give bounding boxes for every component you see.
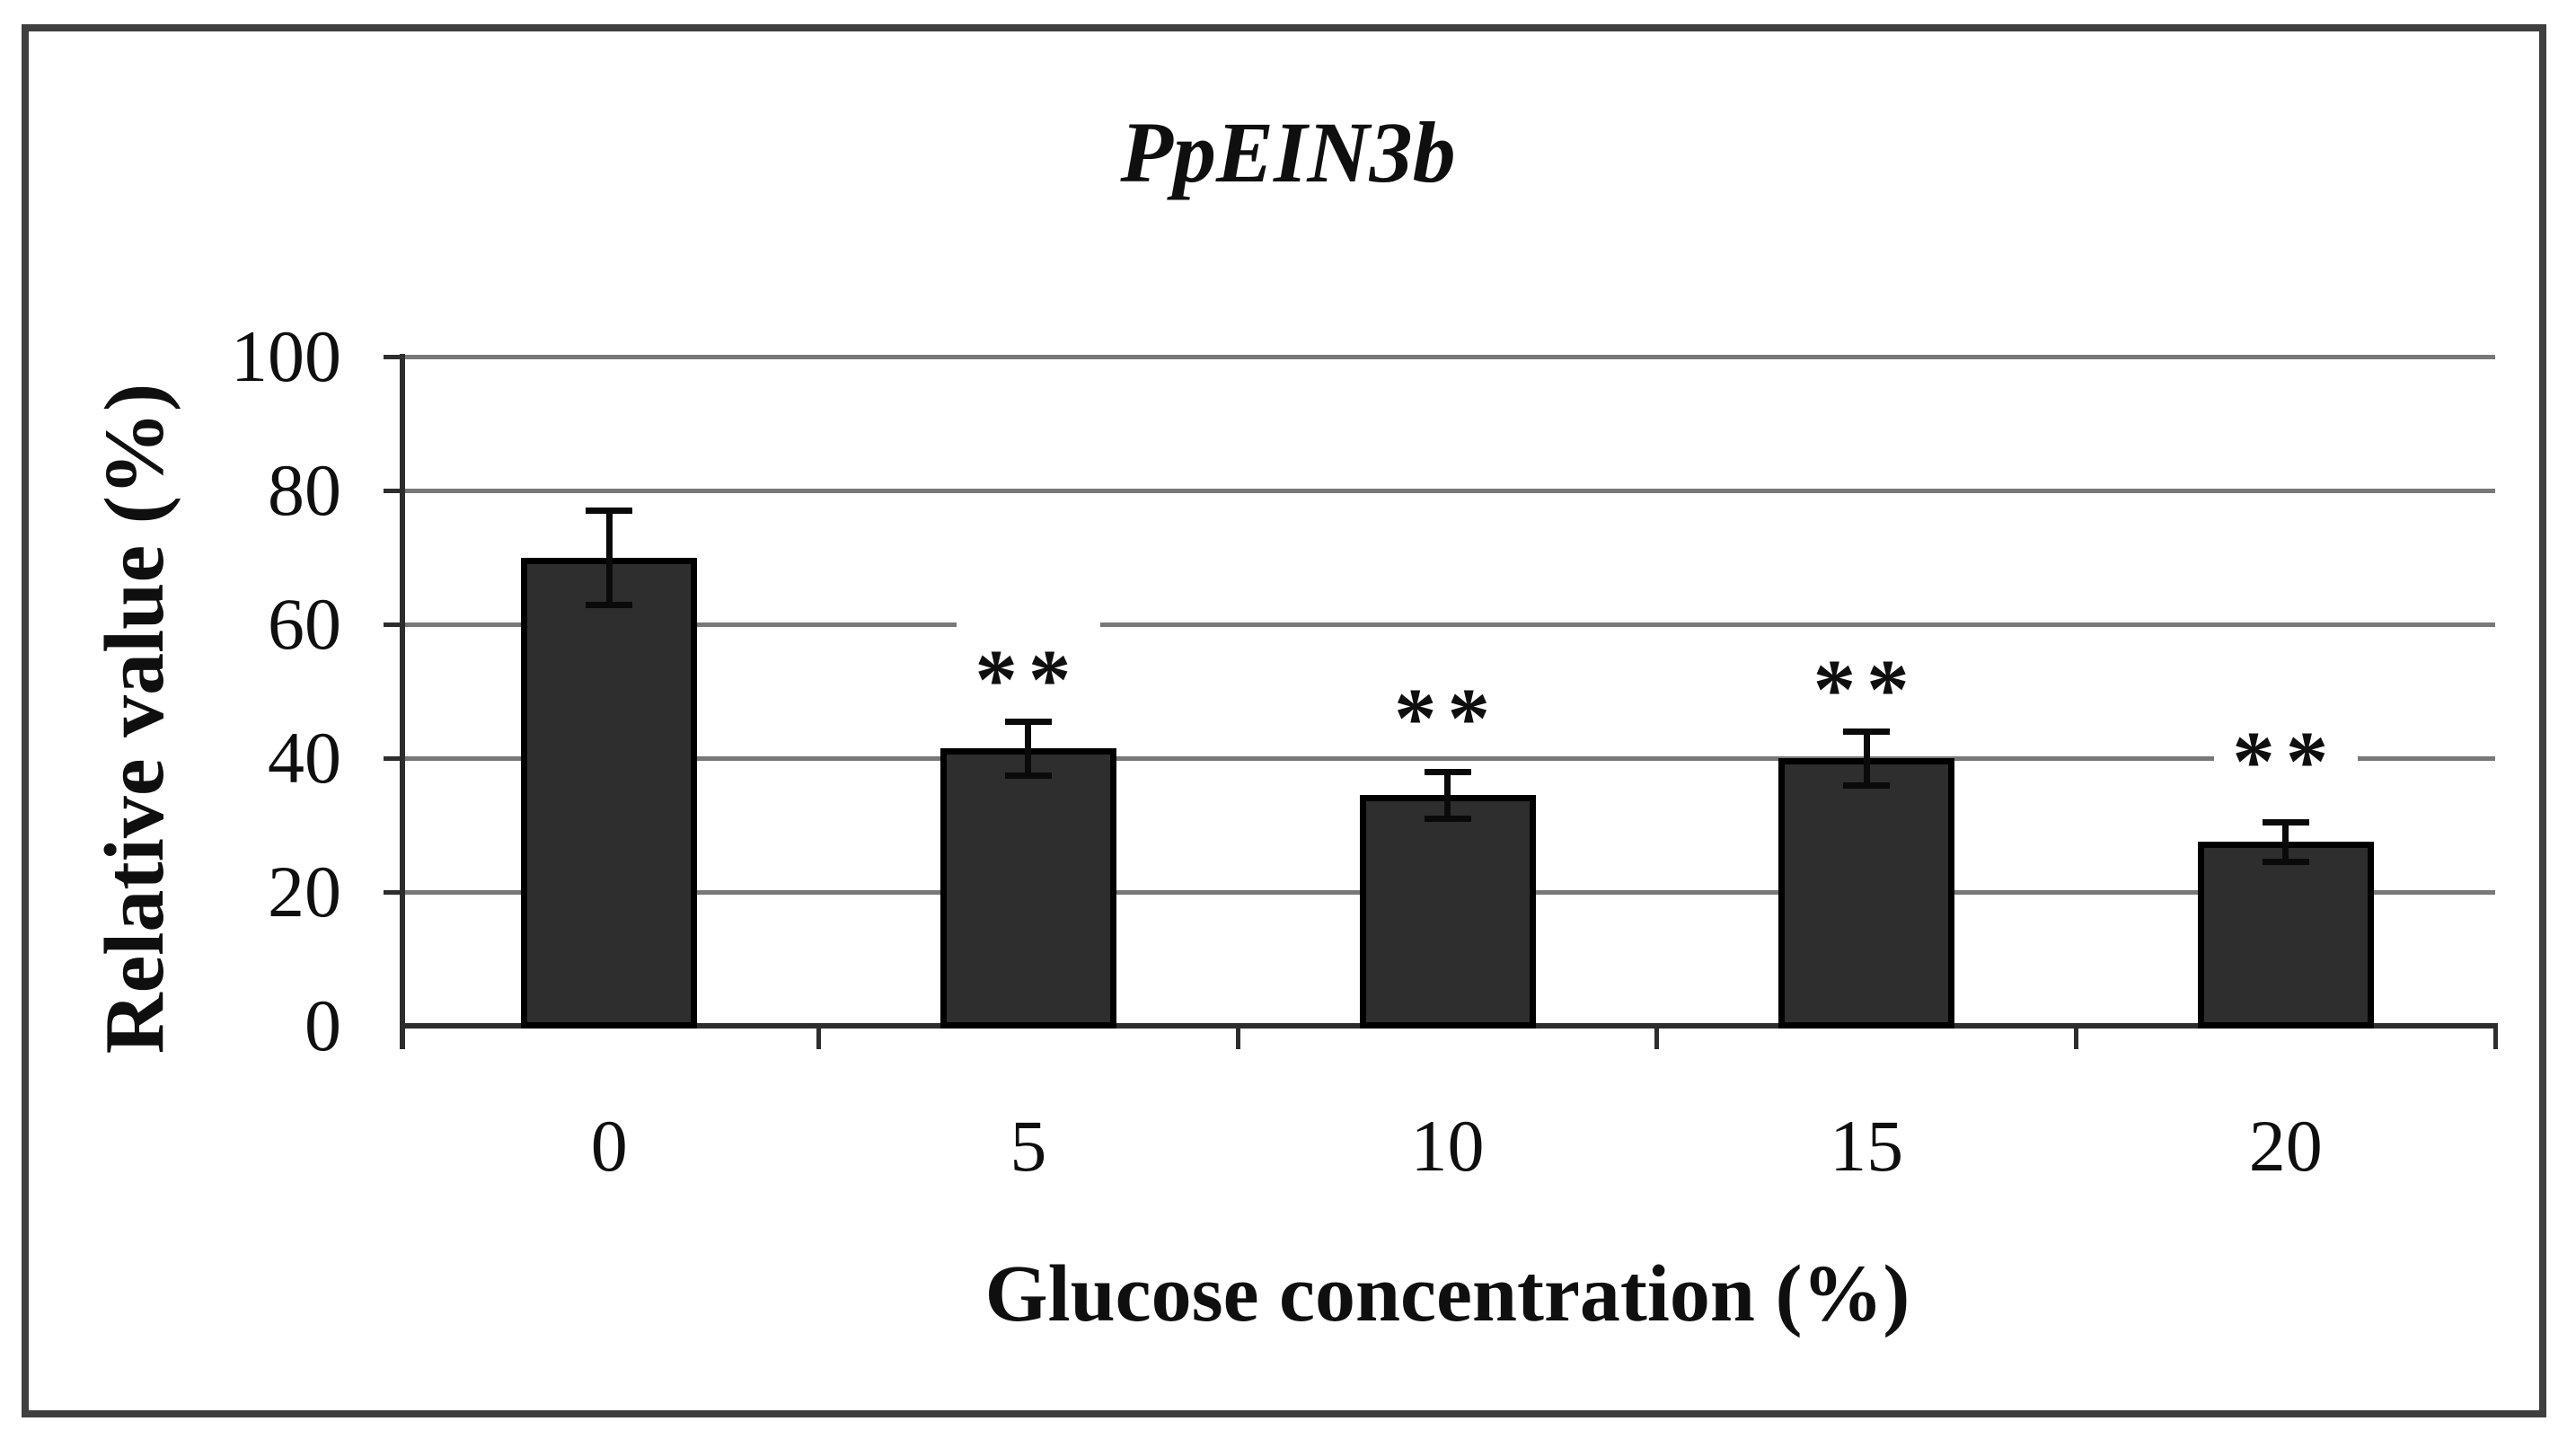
bar: [1359, 794, 1536, 1029]
y-axis-tick: [384, 889, 400, 895]
x-axis-tick: [2492, 1026, 2498, 1049]
error-bar-cap-bottom: [1424, 816, 1471, 823]
error-bar-cap-top: [2262, 818, 2309, 826]
chart-title: PpEIN3b: [1120, 104, 1456, 200]
x-axis-tick: [1654, 1026, 1660, 1049]
significance-marker: **: [1375, 659, 1520, 761]
gridline-y60: [402, 622, 2495, 627]
x-tick-label: 0: [590, 1105, 628, 1187]
y-tick-label: 60: [268, 583, 341, 665]
significance-asterisks: **: [1394, 670, 1501, 766]
error-bar-cap-top: [1424, 768, 1471, 775]
bar: [940, 747, 1116, 1029]
bar: [1778, 758, 1955, 1029]
error-bar-cap-bottom: [2262, 859, 2309, 866]
bar: [2197, 842, 2374, 1029]
y-axis-tick: [384, 488, 400, 493]
gridline-y40: [402, 755, 2495, 761]
x-tick-label: 20: [2248, 1105, 2323, 1187]
x-axis-title: Glucose concentration (%): [984, 1249, 1910, 1338]
gridline-y100: [402, 354, 2495, 359]
error-bar-line: [1025, 721, 1032, 775]
x-axis-tick: [816, 1026, 822, 1049]
error-bar-cap-top: [1843, 728, 1891, 736]
y-axis-tick: [384, 354, 400, 359]
x-tick-label: 15: [1830, 1105, 1904, 1187]
x-tick-label: 10: [1410, 1105, 1485, 1187]
gridline-y80: [402, 488, 2495, 493]
error-bar-cap-top: [586, 508, 633, 515]
y-tick-label: 0: [304, 984, 341, 1066]
x-tick-label: 5: [1010, 1105, 1047, 1187]
error-bar-cap-top: [1004, 719, 1052, 726]
significance-asterisks: **: [975, 631, 1082, 727]
y-axis-tick: [384, 622, 400, 627]
y-axis-tick: [384, 755, 400, 761]
error-bar-line: [2282, 821, 2289, 862]
y-tick-label: 20: [268, 851, 341, 932]
significance-asterisks: **: [1813, 640, 1920, 737]
significance-asterisks: **: [2232, 713, 2340, 809]
error-bar-line: [605, 510, 613, 605]
error-bar-line: [1444, 771, 1451, 819]
significance-marker: **: [2213, 702, 2358, 804]
error-bar-line: [1863, 731, 1870, 785]
y-tick-label: 80: [268, 449, 341, 531]
significance-marker: **: [1795, 630, 1939, 731]
error-bar-cap-bottom: [1004, 772, 1052, 779]
bar: [521, 557, 698, 1029]
y-axis-line: [400, 354, 405, 1049]
y-tick-label: 100: [231, 315, 341, 397]
significance-marker: **: [956, 620, 1100, 721]
x-axis-tick: [2073, 1026, 2078, 1049]
y-tick-label: 40: [268, 717, 341, 799]
error-bar-cap-bottom: [1843, 781, 1891, 789]
x-axis-tick: [1235, 1026, 1240, 1049]
error-bar-cap-bottom: [586, 601, 633, 608]
